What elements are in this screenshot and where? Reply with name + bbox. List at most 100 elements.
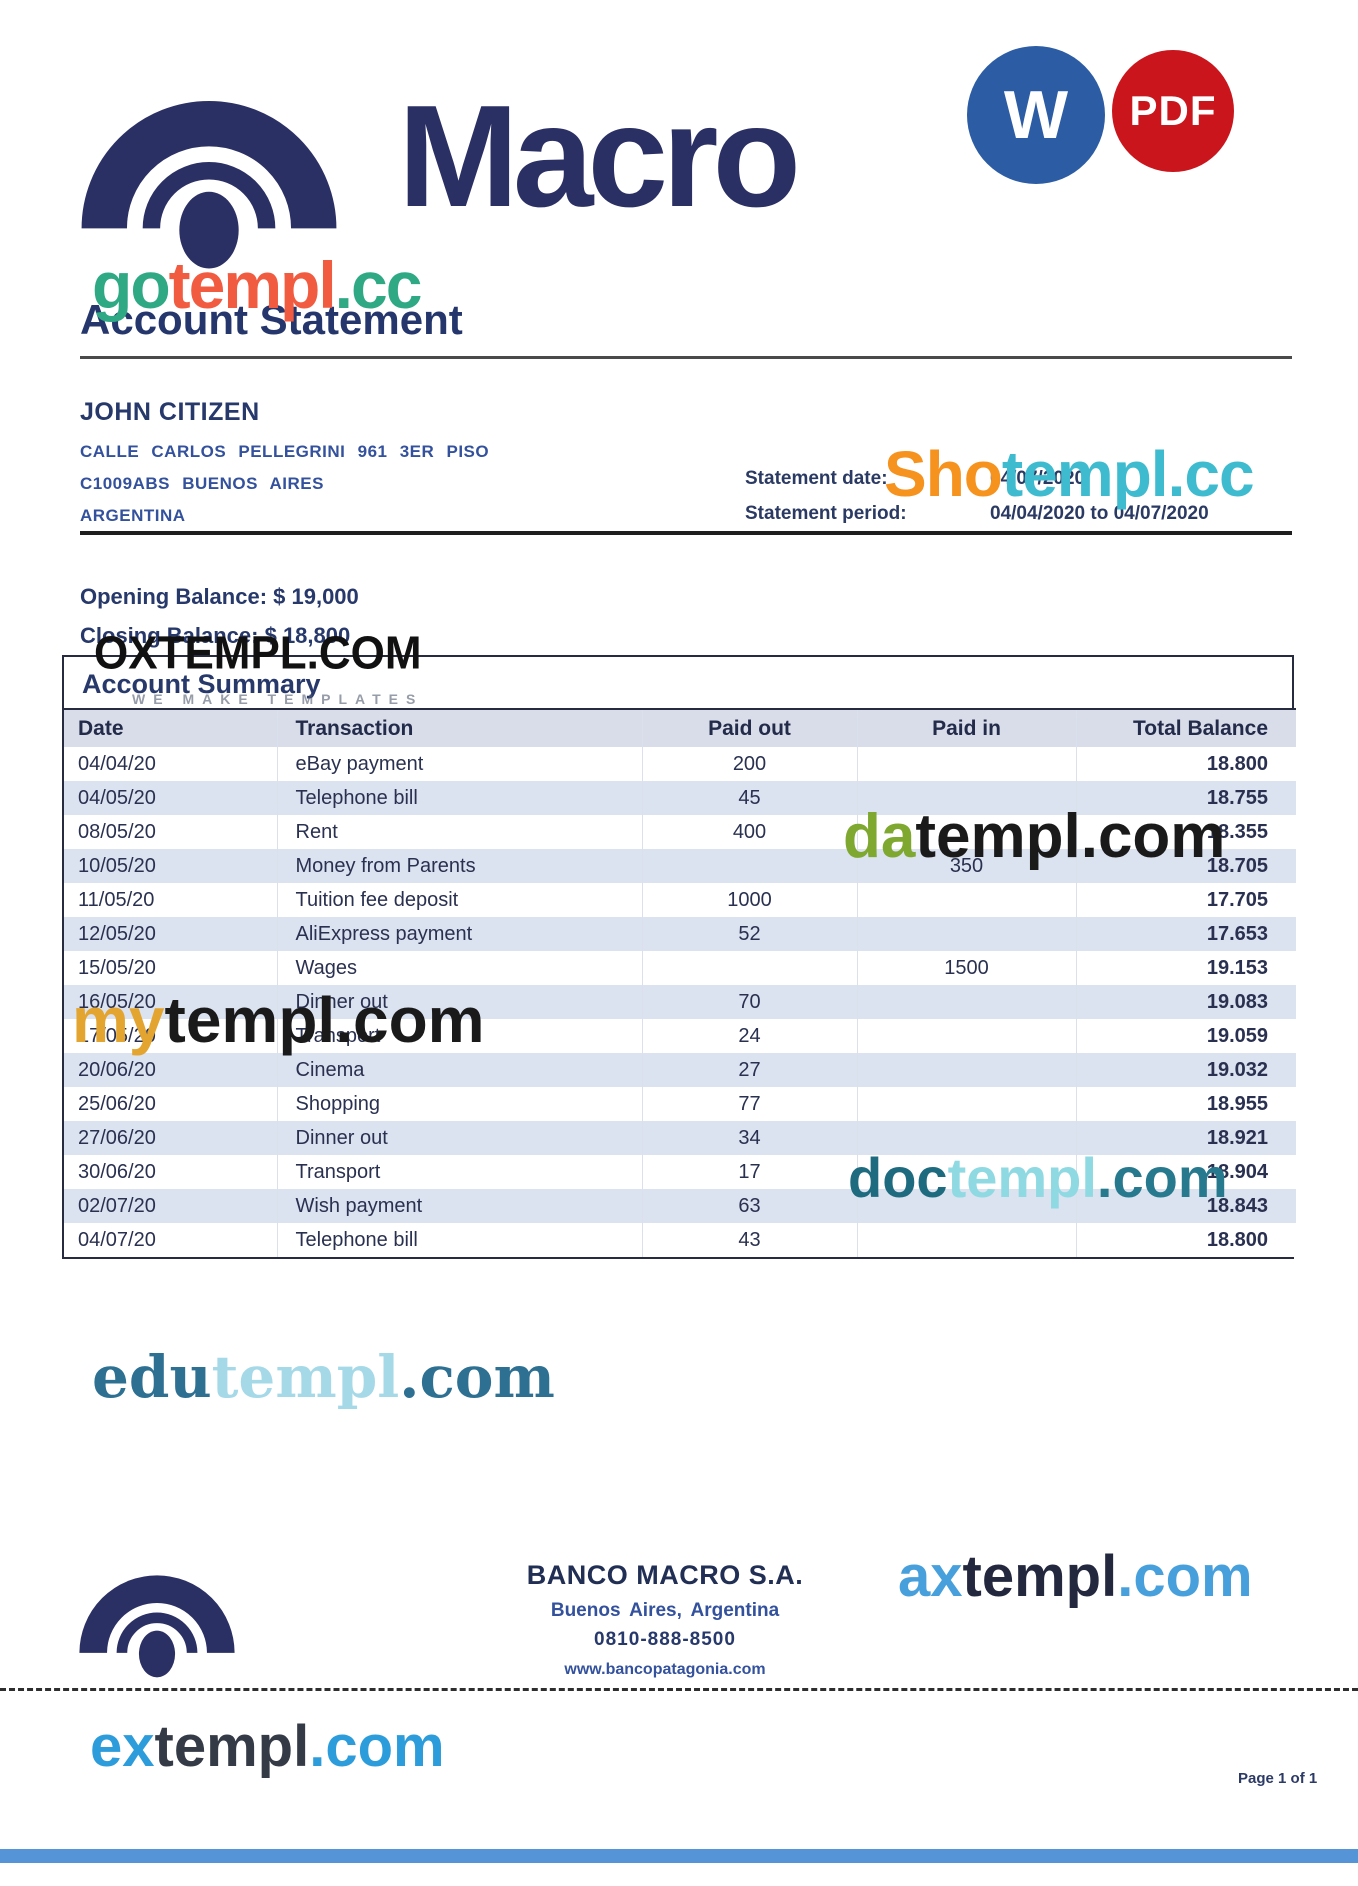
cell-date: 17/05/20: [78, 1024, 156, 1047]
transaction-row: 02/07/20 Wish payment 63 18.843: [64, 1189, 1296, 1223]
bottom-accent-bar: [0, 1849, 1358, 1863]
transaction-row: 08/05/20 Rent 400 18.355: [64, 815, 1296, 849]
cell-date: 11/05/20: [78, 888, 155, 911]
cell-transaction: Rent: [276, 815, 642, 849]
closing-balance: Closing Balance: $ 18,800: [80, 623, 351, 648]
cell-paid_out: 400: [641, 815, 857, 849]
statement-period-value: 04/04/2020 to 04/07/2020: [990, 503, 1209, 524]
cell-transaction: Money from Parents: [276, 849, 642, 883]
cell-transaction: Telephone bill: [276, 781, 642, 815]
cell-balance: 18.800: [1075, 747, 1296, 781]
page-title: Account Statement: [80, 296, 463, 343]
transaction-row: 25/06/20 Shopping 77 18.955: [64, 1087, 1296, 1121]
cell-date: 12/05/20: [78, 922, 156, 945]
table-header-row: Date Transaction Paid out Paid in Total Bala…: [64, 709, 1296, 747]
cell-paid_out: 70: [641, 985, 857, 1019]
cell-balance: 18.755: [1075, 781, 1296, 815]
cell-date: 27/06/20: [78, 1126, 156, 1149]
cell-paid_in: [856, 747, 1076, 781]
bank-phone: 0810-888-8500: [594, 1629, 736, 1650]
cell-paid_in: [856, 1019, 1076, 1053]
word-file-icon[interactable]: W: [967, 46, 1105, 184]
cell-transaction: eBay payment: [276, 747, 642, 781]
cell-date: 04/04/20: [78, 752, 156, 775]
cell-date: 10/05/20: [78, 854, 156, 877]
title-divider: [80, 356, 1292, 359]
transaction-row: 04/04/20 eBay payment 200 18.800: [64, 747, 1296, 781]
transaction-row: 12/05/20 AliExpress payment 52 17.653: [64, 917, 1296, 951]
cell-paid_in: [856, 1155, 1076, 1189]
cell-balance: 19.153: [1075, 951, 1296, 985]
cell-paid_out: 63: [641, 1189, 857, 1223]
statement-period-label: Statement period:: [745, 503, 907, 524]
footer-dashed-divider: [0, 1688, 1358, 1691]
bank-contact-block: BANCO MACRO S.A. Buenos Aires, Argentina…: [365, 1560, 965, 1679]
transactions-table: Date Transaction Paid out Paid in Total Bala…: [64, 708, 1296, 1257]
customer-address-line2: C1009ABS BUENOS AIRES: [80, 474, 324, 493]
column-header: Total Balance: [1075, 709, 1296, 747]
watermark-oxtempl-tagline: WE MAKE TEMPLATES: [132, 691, 424, 707]
watermark-edutempl: edutempl.com: [92, 1343, 555, 1411]
cell-balance: 18.904: [1075, 1155, 1296, 1189]
cell-date: 30/06/20: [78, 1160, 156, 1183]
cell-date: 16/05/20: [78, 990, 156, 1013]
cell-paid_in: [856, 815, 1076, 849]
cell-balance: 18.955: [1075, 1087, 1296, 1121]
cell-transaction: Dinner out: [276, 1121, 642, 1155]
watermark-oxtempl: OXTEMPL.COM: [94, 627, 422, 680]
cell-transaction: Wish payment: [276, 1189, 642, 1223]
column-header: Paid out: [641, 709, 857, 747]
cell-balance: 19.032: [1075, 1053, 1296, 1087]
column-header: Transaction: [276, 709, 642, 747]
statement-divider: [80, 531, 1292, 535]
cell-paid_in: [856, 1087, 1076, 1121]
cell-paid_out: 34: [641, 1121, 857, 1155]
brand-name: Macro: [398, 75, 801, 237]
watermark-doctempl: doctempl.com: [848, 1146, 1228, 1209]
macro-bank-logo-icon: [81, 101, 337, 269]
cell-date: 02/07/20: [78, 1194, 156, 1217]
watermark-datempl: datempl.com: [843, 802, 1226, 871]
watermark-extempl: extempl.com: [90, 1714, 445, 1779]
column-header: Paid in: [856, 709, 1076, 747]
cell-balance: 18.800: [1075, 1223, 1296, 1257]
cell-paid_out: 43: [641, 1223, 857, 1257]
cell-paid_in: [856, 985, 1076, 1019]
account-summary-section: Account Summary Date Transaction Paid out P…: [62, 655, 1296, 1259]
cell-date: 15/05/20: [78, 956, 156, 979]
watermark-shotempl: Shotempl.cc: [884, 438, 1255, 510]
bank-website[interactable]: www.bancopatagonia.com: [564, 1661, 766, 1678]
cell-transaction: Wages: [276, 951, 642, 985]
cell-paid_in: [856, 1189, 1076, 1223]
transaction-row: 17/05/20 Transport 24 19.059: [64, 1019, 1296, 1053]
cell-transaction: Transport: [276, 1155, 642, 1189]
cell-paid_in: [856, 1223, 1076, 1257]
cell-paid_out: 45: [641, 781, 857, 815]
cell-paid_in: [856, 1121, 1076, 1155]
transaction-row: 10/05/20 Money from Parents 350 18.705: [64, 849, 1296, 883]
cell-balance: 18.843: [1075, 1189, 1296, 1223]
cell-balance: 18.355: [1075, 815, 1296, 849]
customer-address-line3: ARGENTINA: [80, 506, 186, 525]
cell-date: 04/05/20: [78, 786, 156, 809]
transactions-body: 04/04/20 eBay payment 200 18.800 04/05/20 Tel…: [64, 747, 1296, 1257]
bank-name: BANCO MACRO S.A.: [526, 1560, 804, 1590]
cell-transaction: Cinema: [276, 1053, 642, 1087]
cell-paid_out: 52: [641, 917, 857, 951]
pdf-file-letters: PDF: [1129, 87, 1217, 134]
cell-transaction: Telephone bill: [276, 1223, 642, 1257]
statement-date-label: Statement date:: [745, 468, 888, 489]
cell-paid_out: 24: [641, 1019, 857, 1053]
transaction-row: 16/05/20 Dinner out 70 19.083: [64, 985, 1296, 1019]
transaction-row: 04/07/20 Telephone bill 43 18.800: [64, 1223, 1296, 1257]
cell-transaction: Transport: [276, 1019, 642, 1053]
cell-paid_out: 1000: [641, 883, 857, 917]
transaction-row: 04/05/20 Telephone bill 45 18.755: [64, 781, 1296, 815]
pdf-file-icon[interactable]: PDF: [1112, 50, 1234, 172]
cell-paid_out: [641, 849, 857, 883]
statement-date-value: 04/07/2020: [990, 468, 1086, 489]
bank-location: Buenos Aires, Argentina: [550, 1600, 780, 1621]
cell-paid_out: 17: [641, 1155, 857, 1189]
cell-date: 04/07/20: [78, 1228, 156, 1251]
